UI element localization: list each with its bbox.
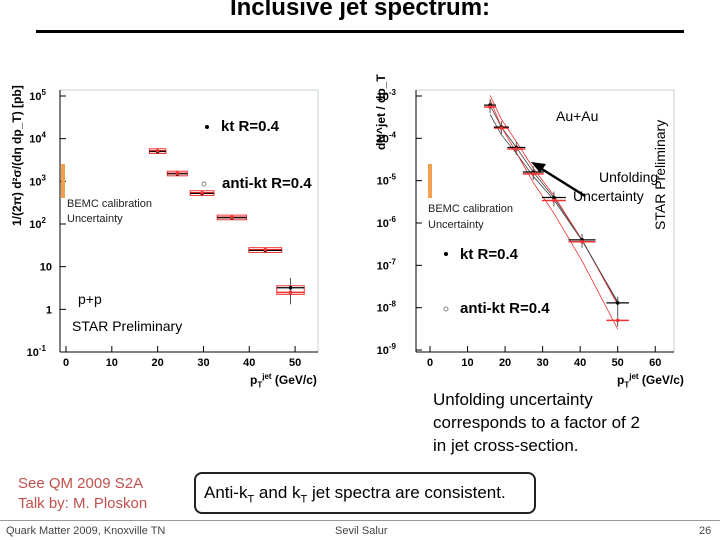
pp-antikt-point [200, 190, 204, 195]
pp-y-tick-label: 102 [29, 216, 46, 231]
auau-y-tick-label: 10-5 [377, 173, 397, 188]
pp-antikt-point [155, 148, 160, 153]
auau-x-tick-label: 10 [461, 357, 473, 369]
pp-bemc-label-2: Uncertainty [67, 213, 123, 225]
auau-y-tick-label: 10-6 [377, 215, 397, 230]
pp-antikt-point [175, 171, 180, 176]
auau-x-tick-label: 30 [536, 357, 548, 369]
pp-x-tick-label: 50 [289, 357, 301, 369]
auau-y-tick-label: 10-8 [377, 300, 397, 315]
auau-x-axis-label: pTjet (GeV/c) [617, 372, 684, 390]
pp-antikt-point [230, 215, 234, 219]
unfolding-note: Unfolding uncertainty corresponds to a f… [433, 388, 640, 457]
auau-antikt-point [499, 126, 504, 130]
pp-legend-antikt: anti-kt R=0.4 [222, 175, 312, 192]
pp-bemc-bar [61, 164, 65, 198]
pp-y-tick-label: 104 [29, 131, 46, 146]
auau-antikt-point [615, 318, 620, 323]
pp-y-tick-label: 10 [40, 262, 52, 274]
conclusion-text: Anti-kT and kT jet spectra are consisten… [204, 483, 506, 506]
pp-y-tick-label: 1 [46, 304, 52, 316]
auau-bemc-bar [428, 164, 432, 198]
reference-line-2: Talk by: M. Ploskon [18, 495, 148, 512]
note-line-3: in jet cross-section. [433, 436, 579, 455]
auau-unfolding-label-1: Unfolding [599, 169, 659, 185]
auau-legend-antikt-marker [443, 306, 449, 312]
note-line-2: corresponds to a factor of 2 [433, 413, 640, 432]
footer-divider [0, 520, 720, 521]
slide-title: Inclusive jet spectrum: [229, 0, 491, 21]
auau-antikt-point [514, 147, 519, 151]
auau-antikt-point [552, 198, 556, 203]
pp-antikt-point [288, 290, 293, 295]
auau-y-tick-label: 10-9 [377, 342, 397, 357]
pp-bemc-label-1: BEMC calibration [67, 198, 152, 210]
auau-antikt-point [580, 239, 584, 244]
pp-chart: 10-1 1 10 102 103 104 105 0 10 20 30 40 50 [27, 88, 319, 369]
unfolding-arrowhead [531, 162, 546, 173]
pp-x-tick-label: 40 [243, 357, 255, 369]
conclusion-box: Anti-kT and kT jet spectra are consisten… [194, 472, 536, 514]
auau-legend-kt: kt R=0.4 [460, 246, 518, 263]
pp-antikt-point [263, 247, 268, 252]
auau-bemc-label-2: Uncertainty [428, 219, 484, 231]
auau-x-tick-label: 0 [427, 357, 433, 369]
footer-author: Sevil Salur [335, 525, 388, 537]
auau-kt-point [552, 195, 556, 200]
reference-line-1: See QM 2009 S2A [18, 475, 144, 492]
pp-y-tick-label: 10-1 [27, 344, 47, 359]
pp-kt-point [288, 285, 293, 290]
auau-chart: 10-9 10-8 10-7 10-6 10-5 10-4 10-3 0 10 20 30 40 50 6… [377, 88, 675, 369]
auau-unfolding-label-2: Uncertainty [573, 188, 644, 204]
auau-y-axis-label: dN^jet / dp_T [374, 74, 388, 150]
pp-preliminary: STAR Preliminary [72, 318, 183, 334]
auau-y-tick-label: 10-7 [377, 257, 397, 272]
pp-legend-kt-marker [205, 125, 209, 129]
auau-legend-kt-marker [444, 252, 448, 256]
pp-y-tick-label: 103 [29, 173, 46, 188]
pp-y-tick-label: 105 [29, 88, 46, 103]
auau-bemc-label-1: BEMC calibration [428, 203, 513, 215]
auau-x-tick-label: 20 [499, 357, 511, 369]
auau-legend-antikt: anti-kt R=0.4 [460, 300, 550, 317]
auau-antikt-point [531, 172, 536, 176]
pp-x-tick-label: 0 [63, 357, 69, 369]
auau-system-label: Au+Au [556, 108, 599, 124]
footer-conference: Quark Matter 2009, Knoxville TN [6, 525, 166, 537]
auau-preliminary: STAR Preliminary [652, 119, 668, 230]
auau-y-tick-label: 10-4 [377, 130, 397, 145]
pp-y-axis-label: 1/(2π) d²σ/(dη dp_T) [pb] [10, 85, 24, 226]
unfolding-arrow [536, 164, 586, 198]
pp-x-tick-label: 10 [106, 357, 118, 369]
auau-antikt-point [488, 105, 492, 109]
auau-x-tick-label: 40 [574, 357, 586, 369]
pp-system-label: p+p [78, 291, 102, 307]
pp-legend-antikt-marker [201, 181, 207, 187]
auau-y-tick-label: 10-3 [377, 88, 397, 103]
auau-x-tick-label: 60 [649, 357, 661, 369]
pp-x-tick-label: 20 [152, 357, 164, 369]
pp-legend-kt: kt R=0.4 [221, 118, 279, 135]
footer-page-number: 26 [699, 525, 712, 537]
note-line-1: Unfolding uncertainty [433, 390, 593, 409]
pp-x-axis-label: pTjet (GeV/c) [250, 372, 317, 390]
title-divider [36, 30, 684, 33]
reference-box: See QM 2009 S2A Talk by: M. Ploskon [6, 466, 166, 520]
auau-x-tick-label: 50 [612, 357, 624, 369]
pp-x-tick-label: 30 [197, 357, 209, 369]
auau-kt-point [615, 301, 620, 305]
